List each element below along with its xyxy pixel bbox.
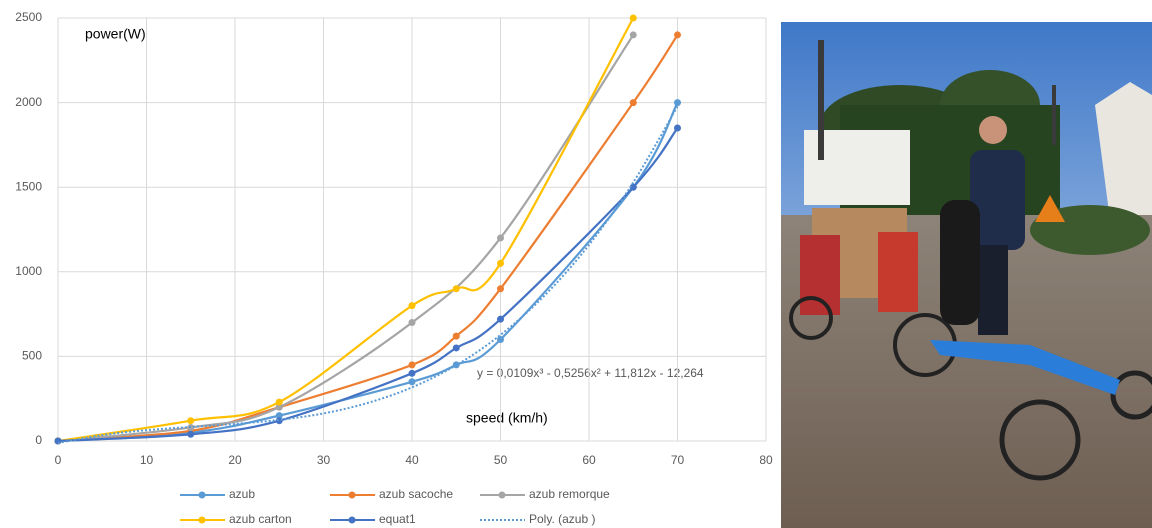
data-point (497, 260, 504, 267)
legend-marker (199, 492, 206, 499)
x-tick-label: 10 (140, 453, 154, 467)
data-point (674, 31, 681, 38)
y-axis-label: power(W) (85, 26, 146, 42)
y-tick-label: 2500 (15, 10, 42, 24)
data-point (409, 378, 416, 385)
legend-label: equat1 (379, 512, 416, 526)
data-point (497, 336, 504, 343)
x-axis-label: speed (km/h) (466, 410, 548, 426)
legend-marker (349, 492, 356, 499)
legend-label: azub carton (229, 512, 292, 526)
legend-marker (499, 492, 506, 499)
data-point (187, 417, 194, 424)
data-point (497, 234, 504, 241)
data-point (409, 361, 416, 368)
data-point (187, 431, 194, 438)
y-tick-label: 1500 (15, 179, 42, 193)
data-point (630, 31, 637, 38)
data-point (630, 15, 637, 22)
legend-marker (199, 517, 206, 524)
data-point (497, 316, 504, 323)
data-point (674, 99, 681, 106)
trendline-equation: y = 0,0109x³ - 0,5256x² + 11,812x - 12,2… (477, 366, 704, 380)
x-tick-label: 80 (759, 453, 773, 467)
x-tick-label: 50 (494, 453, 508, 467)
y-tick-label: 1000 (15, 264, 42, 278)
legend-label: Poly. (azub ) (529, 512, 595, 526)
legend-marker (349, 517, 356, 524)
data-point (409, 370, 416, 377)
data-point (409, 302, 416, 309)
y-tick-label: 500 (22, 349, 42, 363)
legend-label: azub sacoche (379, 487, 453, 501)
data-point (276, 399, 283, 406)
y-tick-label: 0 (35, 433, 42, 447)
x-tick-label: 40 (405, 453, 419, 467)
data-point (453, 333, 460, 340)
data-point (55, 438, 62, 445)
x-tick-label: 0 (55, 453, 62, 467)
x-tick-label: 30 (317, 453, 331, 467)
x-tick-label: 20 (228, 453, 242, 467)
data-point (409, 319, 416, 326)
x-tick-label: 60 (582, 453, 596, 467)
y-tick-label: 2000 (15, 95, 42, 109)
data-point (674, 124, 681, 131)
data-point (453, 344, 460, 351)
x-tick-label: 70 (671, 453, 685, 467)
photo (781, 22, 1152, 528)
data-point (497, 285, 504, 292)
data-point (630, 99, 637, 106)
data-point (453, 285, 460, 292)
legend-label: azub remorque (529, 487, 610, 501)
series-line (58, 106, 678, 443)
legend-label: azub (229, 487, 255, 501)
page: power(W) speed (km/h) y = 0,0109x³ - 0,5… (0, 0, 1152, 528)
